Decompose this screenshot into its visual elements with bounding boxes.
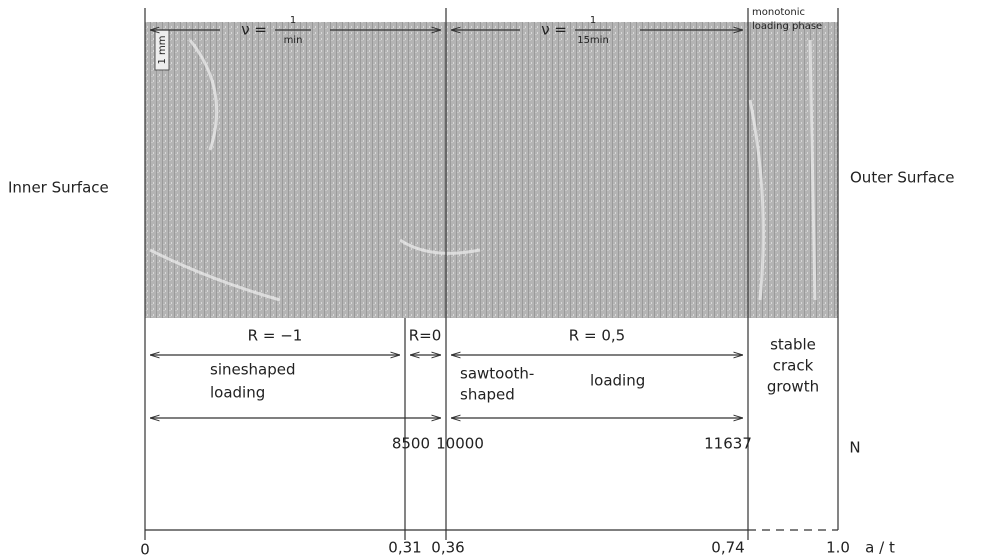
loading-label: sineshaped: [210, 361, 296, 379]
fraction-num: 1: [290, 15, 296, 26]
scale-bar: 1 mm: [157, 35, 168, 64]
lines: [144, 8, 839, 540]
fraction-den: 15min: [577, 35, 609, 46]
inner-label: Inner Surface: [8, 179, 109, 197]
phase-label: monotonic: [752, 7, 805, 18]
axis-label: a / t: [865, 539, 895, 557]
frequency: ν =: [541, 21, 567, 39]
depth-label: 1.0: [826, 539, 850, 557]
depth-label: 0,31: [388, 539, 421, 557]
stable-label: stable: [770, 336, 816, 354]
frequency: ν =: [241, 21, 267, 39]
ratio-label: R = −1: [248, 327, 303, 345]
loading-label: sawtooth-: [460, 365, 534, 383]
ratio-label: R=0: [409, 327, 442, 345]
fracture-image: 1 mm: [145, 22, 838, 318]
outer-label: Outer Surface: [850, 169, 955, 187]
phase-label: loading phase: [752, 21, 822, 32]
cycle-label: 11637: [704, 435, 752, 453]
ratio-label: R = 0,5: [569, 327, 625, 345]
cycle-label: 10000: [436, 435, 484, 453]
axis-label: N: [849, 439, 860, 457]
cycle-label: 8500: [392, 435, 430, 453]
depth-label: 0,74: [711, 539, 744, 557]
loading-label: loading: [590, 372, 645, 390]
stable-label: growth: [767, 378, 819, 396]
stable-label: crack: [773, 357, 814, 375]
loading-label: loading: [210, 384, 265, 402]
loading-label: shaped: [460, 386, 515, 404]
depth-label: 0: [140, 541, 150, 558]
depth-label: 0,36: [431, 539, 464, 557]
fraction-den: min: [284, 35, 303, 46]
fraction-num: 1: [590, 15, 596, 26]
